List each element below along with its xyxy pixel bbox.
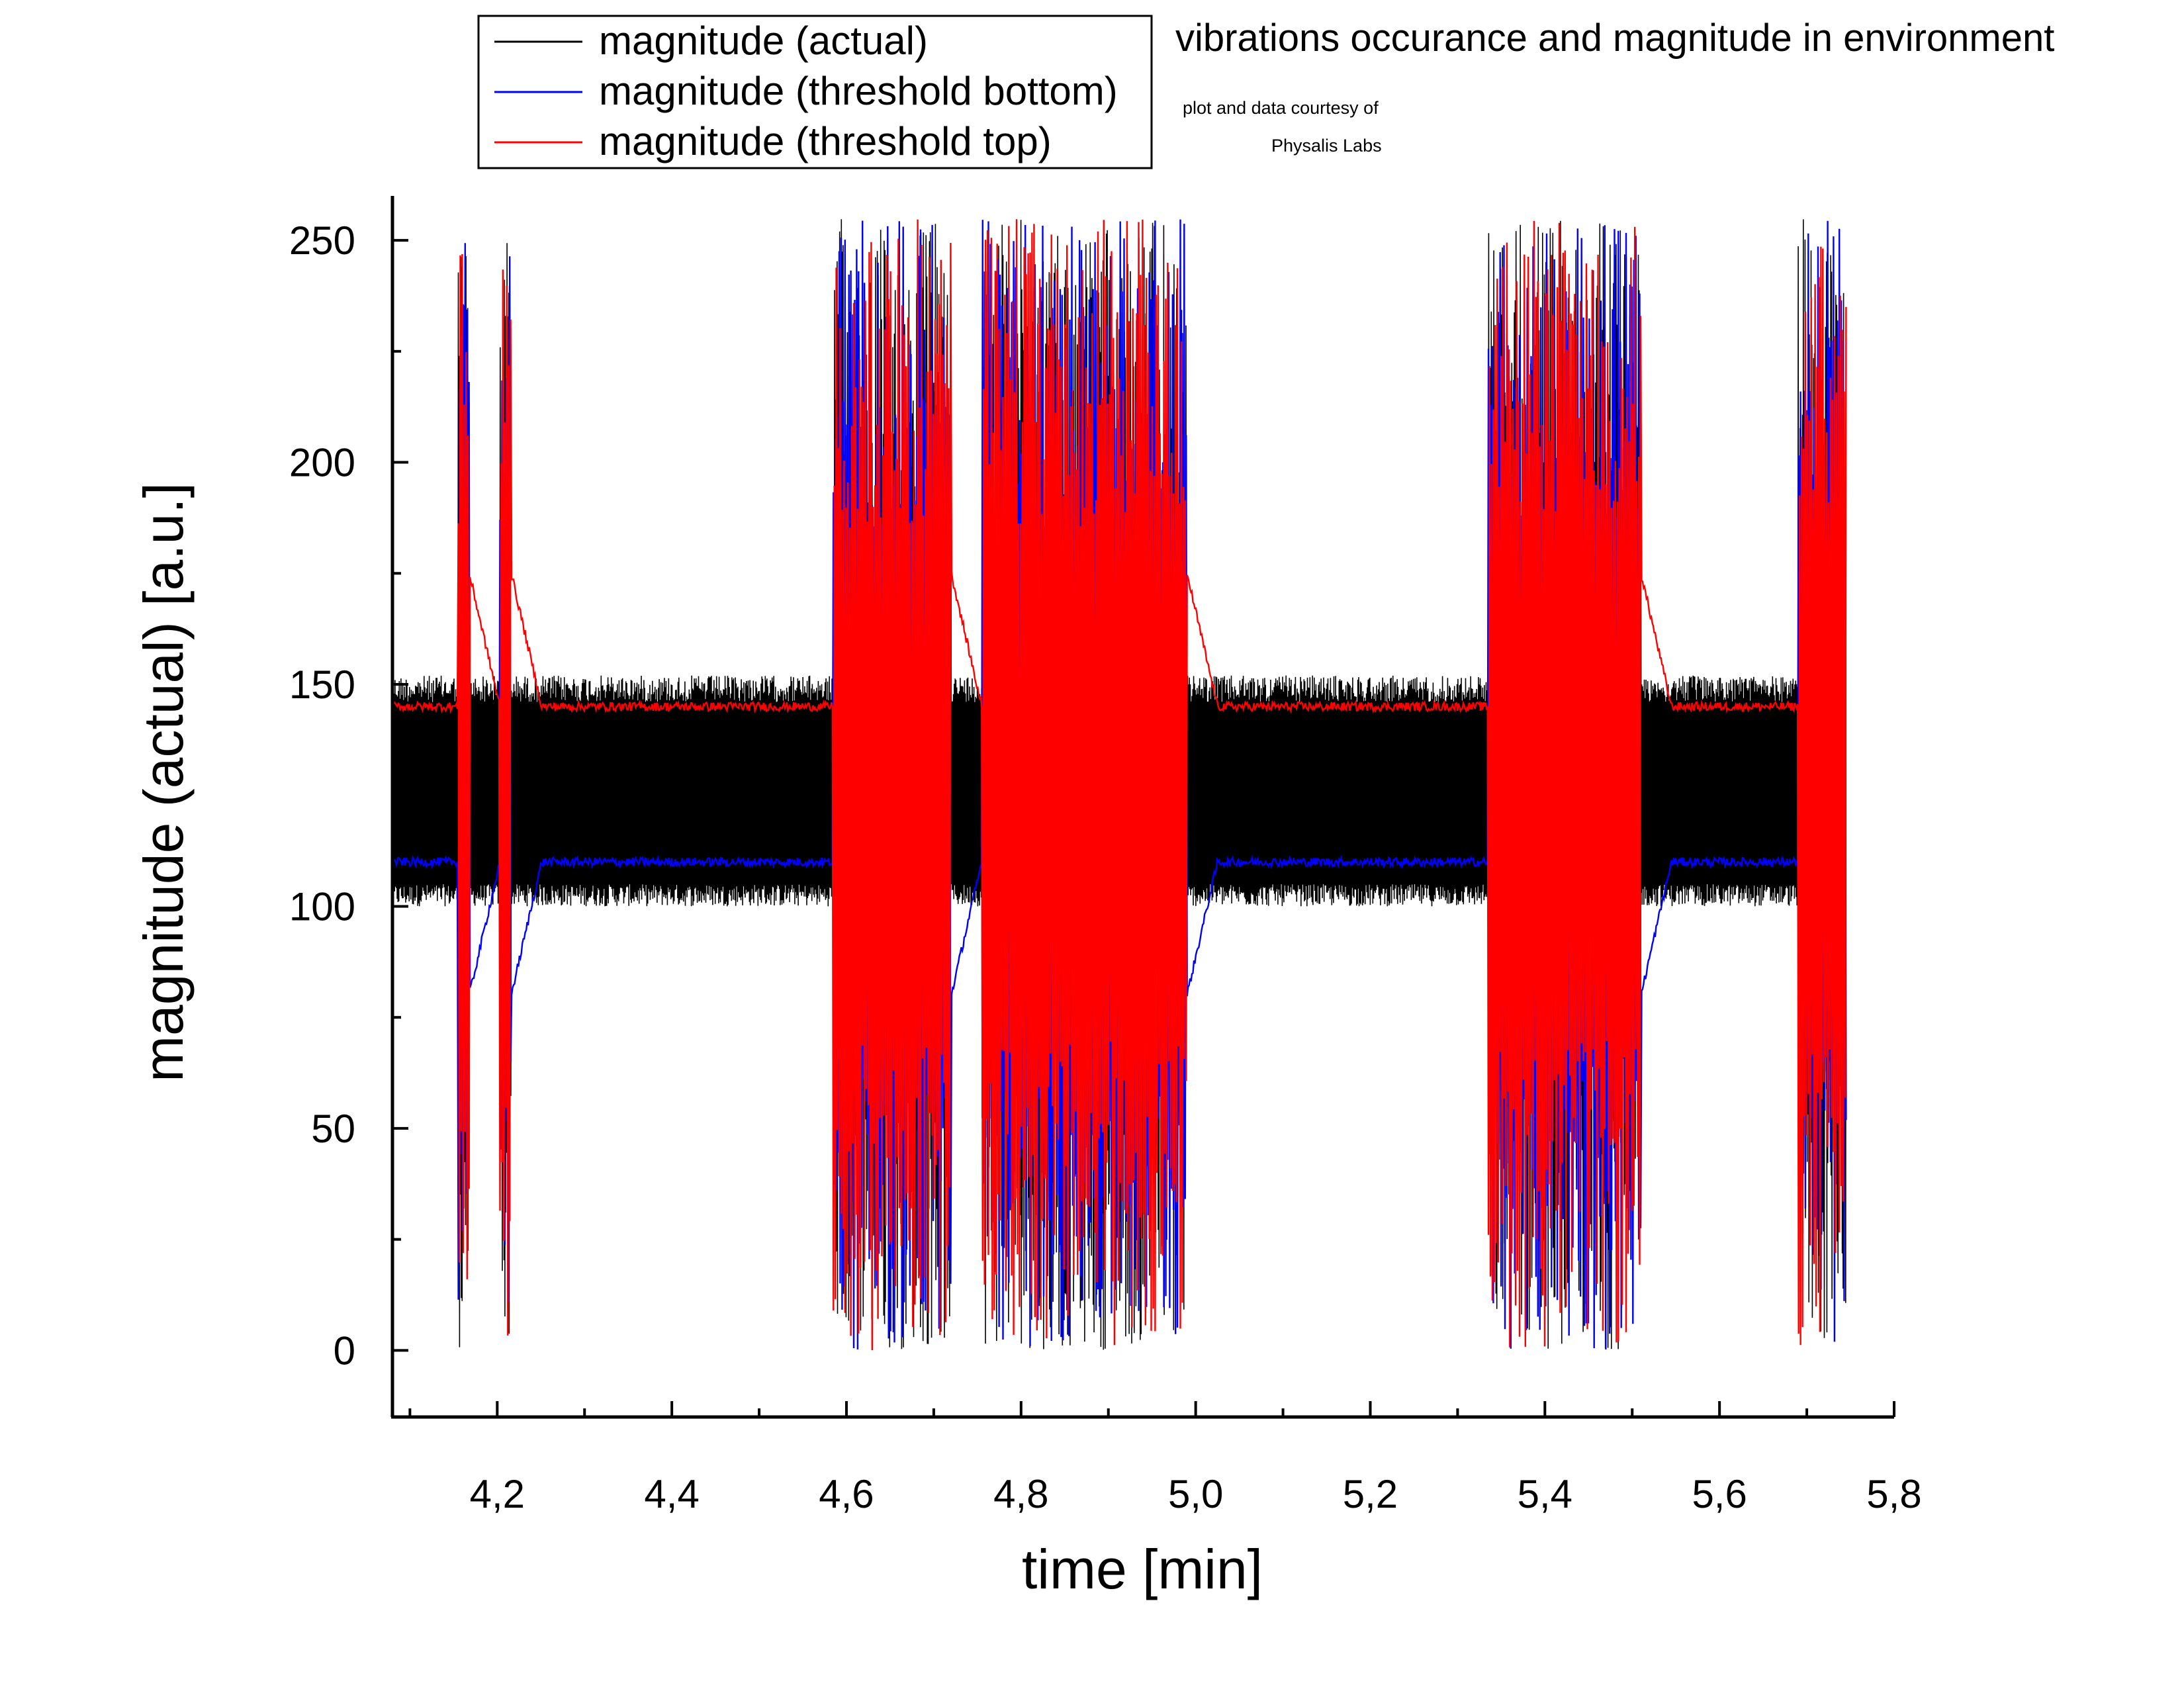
y-tick-label: 0 xyxy=(334,1328,355,1373)
credit-line-2: Physalis Labs xyxy=(1271,136,1382,156)
x-tick-label: 5,8 xyxy=(1866,1472,1921,1516)
legend-label-threshold-top: magnitude (threshold top) xyxy=(599,119,1052,163)
x-ticks: 4,2 4,4 4,6 4,8 5,0 5,2 5,4 5,6 5,8 xyxy=(408,1401,1922,1516)
legend-label-actual: magnitude (actual) xyxy=(599,19,928,63)
y-tick-label: 150 xyxy=(289,663,355,707)
x-tick-label: 5,2 xyxy=(1343,1472,1398,1516)
legend: magnitude (actual) magnitude (threshold … xyxy=(477,15,1153,169)
chart-title: vibrations occurance and magnitude in en… xyxy=(1175,17,2054,60)
y-axis-title: magnitude (actual) [a.u.] xyxy=(132,482,195,1082)
x-tick-label: 4,6 xyxy=(819,1472,874,1516)
y-tick-label: 250 xyxy=(289,218,355,263)
credit-line-1: plot and data courtesy of xyxy=(1183,98,1379,118)
x-axis-title: time [min] xyxy=(1022,1538,1263,1600)
series-threshold-top-line xyxy=(391,219,1847,1351)
legend-label-threshold-bottom: magnitude (threshold bottom) xyxy=(599,69,1118,113)
x-tick-label: 5,4 xyxy=(1518,1472,1572,1516)
y-ticks: 0 50 100 150 200 250 xyxy=(289,218,408,1373)
x-tick-label: 5,0 xyxy=(1168,1472,1223,1516)
series-layer xyxy=(391,219,1847,1351)
y-tick-label: 200 xyxy=(289,441,355,485)
x-tick-label: 5,6 xyxy=(1692,1472,1747,1516)
y-tick-label: 50 xyxy=(311,1107,355,1151)
x-tick-label: 4,2 xyxy=(470,1472,525,1516)
legend-box xyxy=(477,15,1153,169)
y-tick-label: 100 xyxy=(289,884,355,929)
x-tick-label: 4,8 xyxy=(993,1472,1048,1516)
x-tick-label: 4,4 xyxy=(644,1472,699,1516)
